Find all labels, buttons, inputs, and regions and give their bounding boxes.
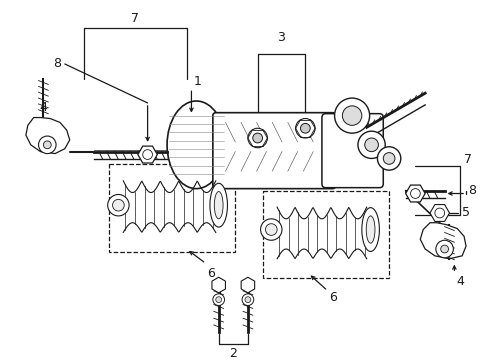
Circle shape <box>265 224 277 235</box>
Text: 8: 8 <box>467 184 475 197</box>
Text: 8: 8 <box>53 58 61 71</box>
Circle shape <box>247 128 267 148</box>
Circle shape <box>410 189 419 198</box>
Text: 4: 4 <box>40 101 47 114</box>
Text: 3: 3 <box>277 31 285 44</box>
Circle shape <box>260 219 282 240</box>
Ellipse shape <box>366 216 374 243</box>
Circle shape <box>383 153 394 164</box>
Circle shape <box>434 208 444 218</box>
Circle shape <box>377 147 400 170</box>
Circle shape <box>39 136 56 154</box>
FancyBboxPatch shape <box>212 113 335 189</box>
Text: 7: 7 <box>463 153 471 166</box>
Circle shape <box>244 297 250 302</box>
Bar <box>262 190 388 278</box>
Text: 7: 7 <box>131 12 139 25</box>
Polygon shape <box>26 118 70 154</box>
Circle shape <box>43 141 51 149</box>
Text: 5: 5 <box>461 207 469 220</box>
Text: 2: 2 <box>229 347 237 360</box>
Circle shape <box>364 138 378 152</box>
Circle shape <box>215 297 221 302</box>
Text: 6: 6 <box>328 291 336 304</box>
Ellipse shape <box>209 183 227 227</box>
Text: 6: 6 <box>206 267 214 280</box>
Circle shape <box>242 294 253 306</box>
Text: 1: 1 <box>193 75 201 88</box>
Circle shape <box>212 294 224 306</box>
Polygon shape <box>419 223 465 259</box>
Circle shape <box>142 150 152 159</box>
Bar <box>108 164 235 252</box>
Ellipse shape <box>167 101 225 189</box>
Circle shape <box>252 133 262 143</box>
Circle shape <box>295 118 314 138</box>
Circle shape <box>112 199 124 211</box>
Text: 4: 4 <box>455 275 463 288</box>
Circle shape <box>435 240 452 258</box>
Ellipse shape <box>214 192 223 219</box>
Circle shape <box>440 245 447 253</box>
Circle shape <box>334 98 369 133</box>
Circle shape <box>357 131 385 158</box>
Circle shape <box>300 123 309 133</box>
FancyBboxPatch shape <box>321 114 383 188</box>
Ellipse shape <box>361 208 379 251</box>
Circle shape <box>342 106 361 125</box>
Circle shape <box>107 194 129 216</box>
